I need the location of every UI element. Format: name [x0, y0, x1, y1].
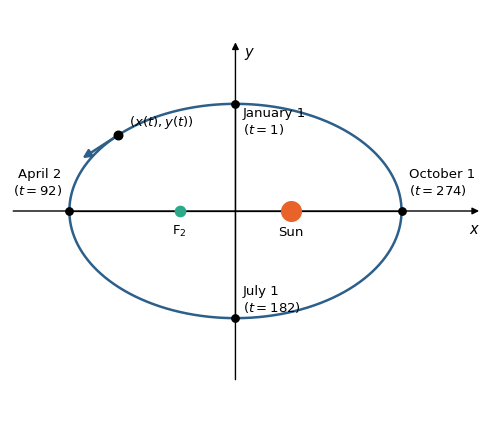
Point	[176, 208, 184, 214]
Point	[398, 208, 405, 214]
Text: y: y	[244, 45, 253, 60]
Text: Sun: Sun	[278, 226, 304, 239]
Text: April 2
$(t = 92)$: April 2 $(t = 92)$	[13, 168, 62, 198]
Point	[65, 208, 73, 214]
Text: July 1
$(t = 182)$: July 1 $(t = 182)$	[243, 284, 301, 315]
Text: January 1
$(t = 1)$: January 1 $(t = 1)$	[243, 107, 306, 138]
Text: F$_2$: F$_2$	[172, 224, 187, 239]
Text: x: x	[469, 222, 478, 237]
Point	[114, 132, 122, 138]
Point	[287, 208, 295, 214]
Text: $(x(t), y(t))$: $(x(t), y(t))$	[129, 114, 193, 131]
Text: October 1
$(t = 274)$: October 1 $(t = 274)$	[409, 168, 475, 198]
Point	[232, 315, 240, 322]
Point	[232, 100, 240, 107]
